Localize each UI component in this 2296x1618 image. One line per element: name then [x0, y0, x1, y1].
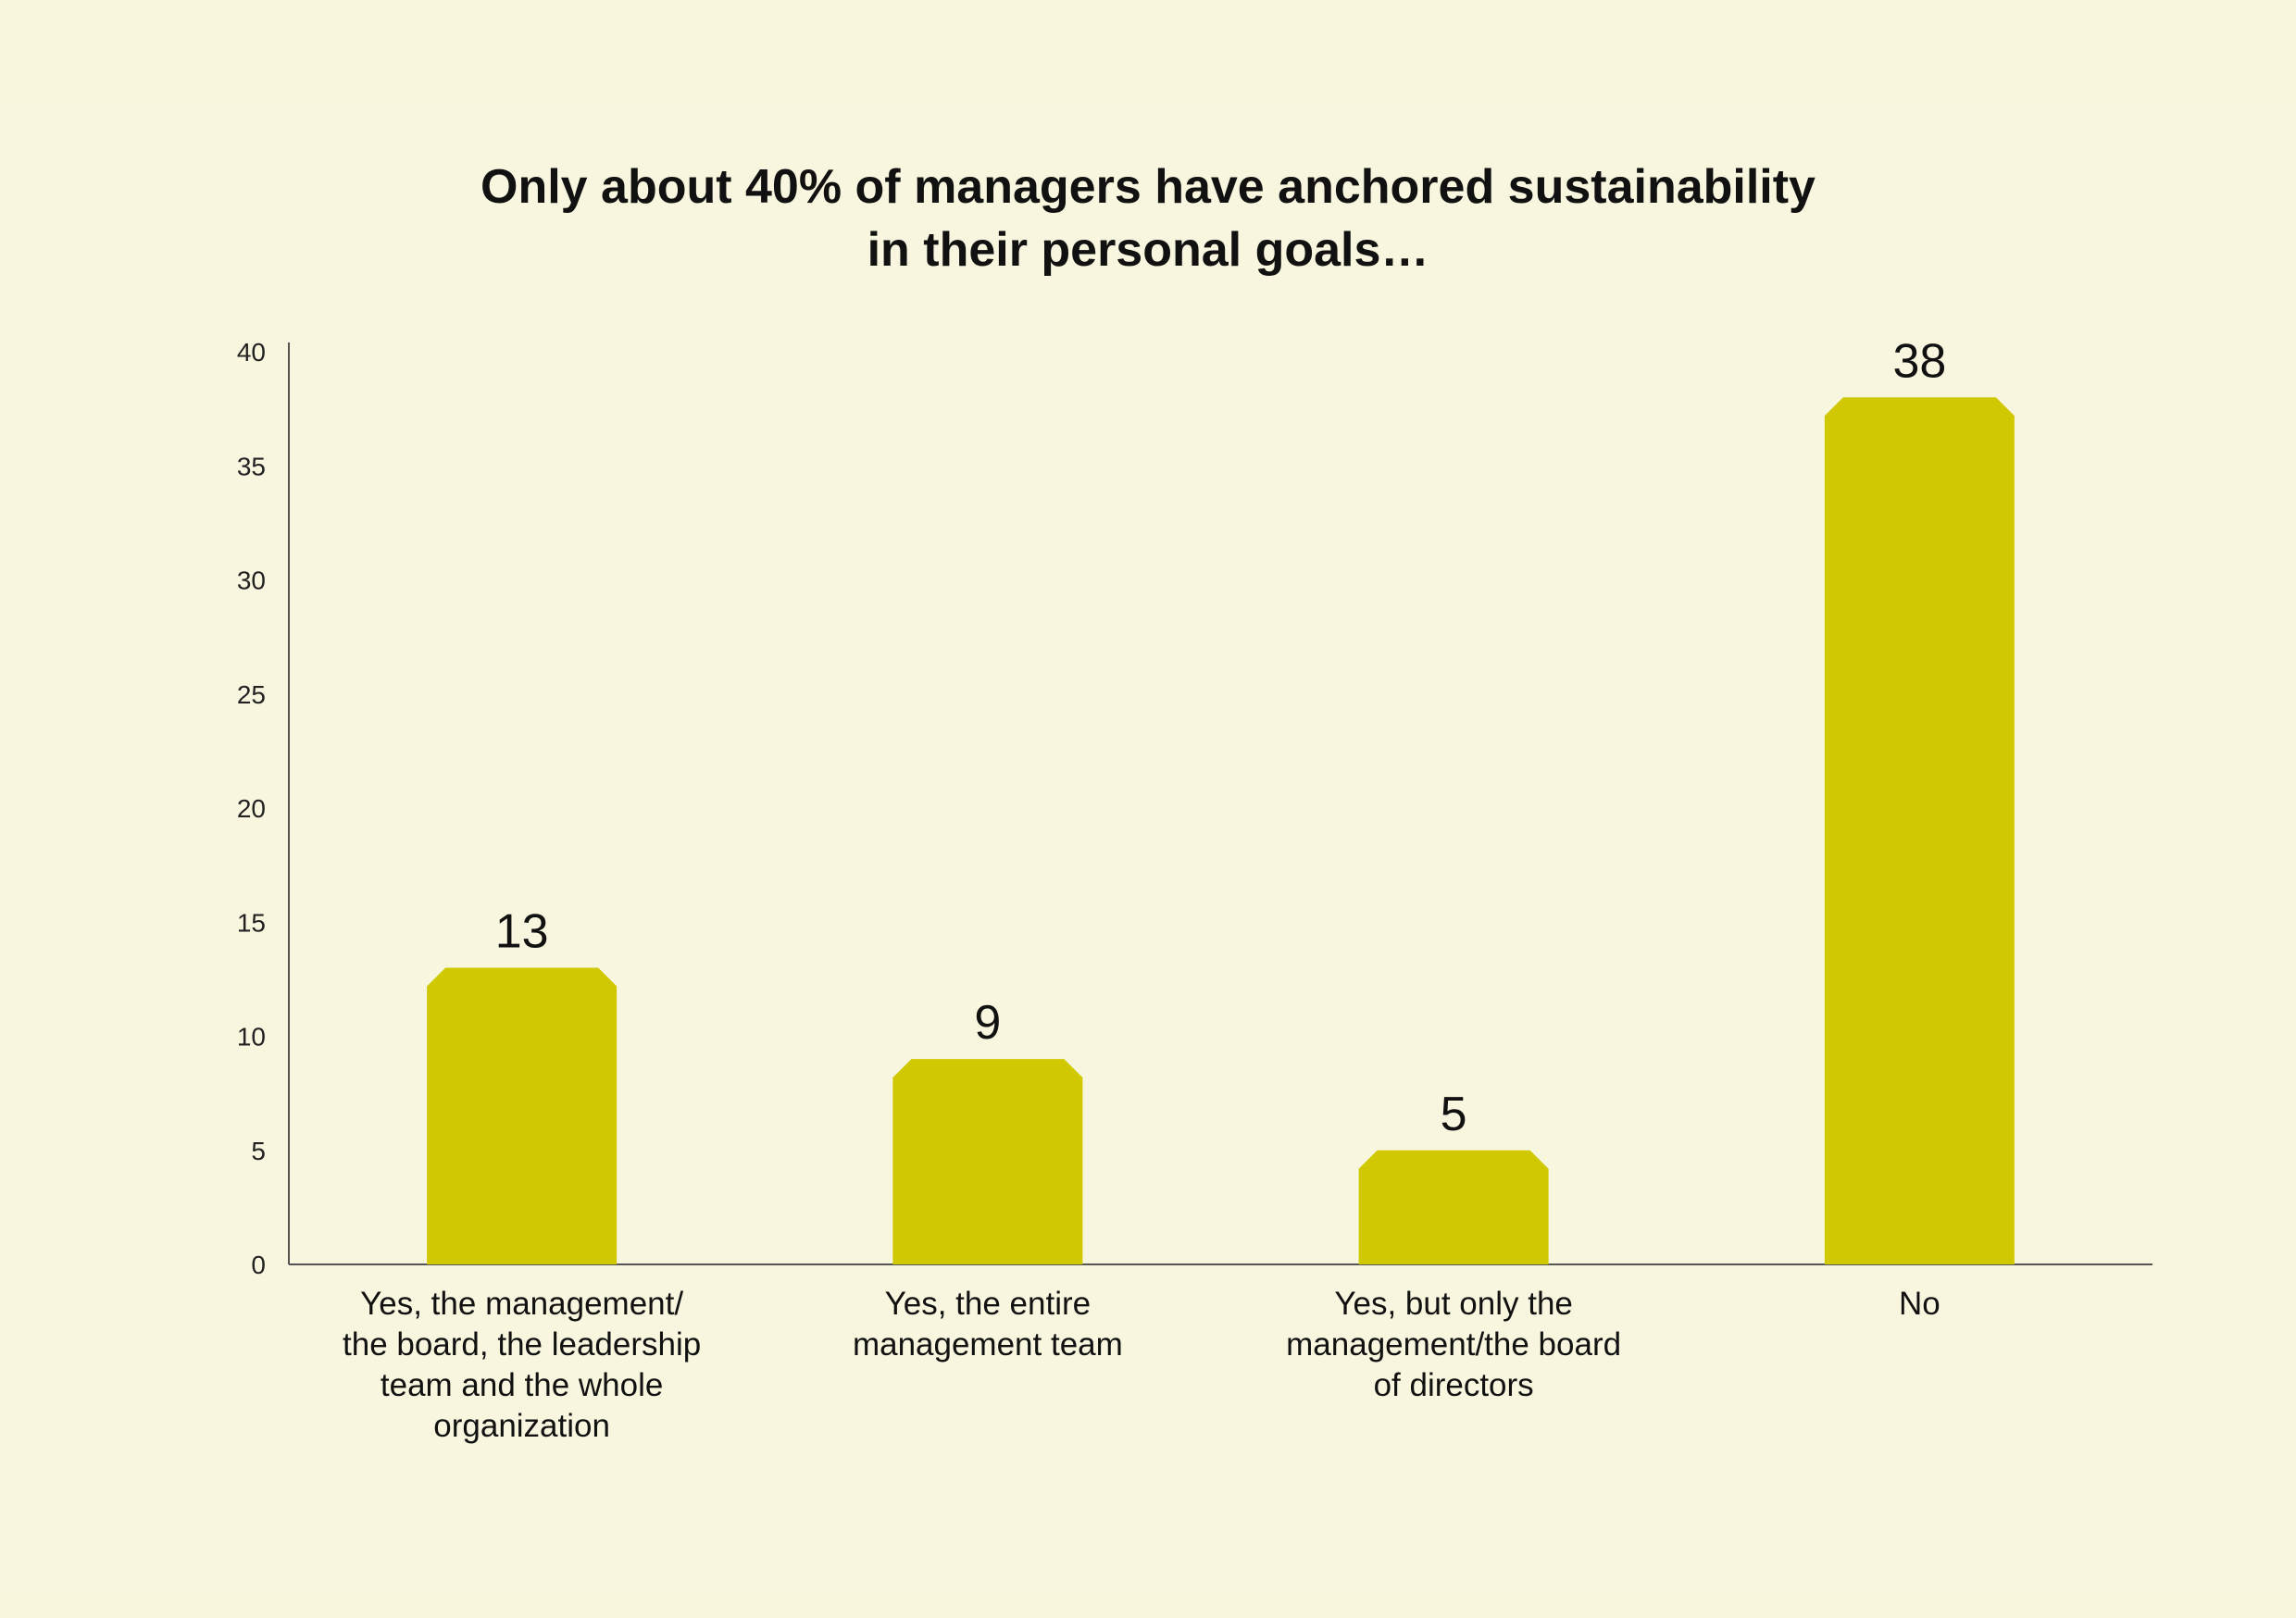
- category-label: No: [1899, 1286, 1940, 1322]
- bars: [427, 397, 2015, 1264]
- category-label-line: management/the board: [1286, 1326, 1621, 1363]
- category-label-line: of directors: [1374, 1367, 1534, 1403]
- bar: [892, 1059, 1083, 1264]
- bar-value-label: 9: [974, 996, 1001, 1050]
- category-label-line: Yes, the entire: [885, 1286, 1091, 1322]
- category-label-line: the board, the leadership: [343, 1326, 701, 1363]
- bar: [1824, 397, 2015, 1264]
- y-tick-label: 0: [251, 1251, 266, 1279]
- y-tick-label: 20: [237, 794, 266, 823]
- y-tick-label: 15: [237, 908, 266, 937]
- bar-value-label: 38: [1892, 334, 1946, 388]
- bar: [1358, 1150, 1549, 1264]
- chart-title: Only about 40% of managers have anchored…: [480, 160, 1816, 277]
- category-label: Yes, the entire management team: [853, 1286, 1123, 1363]
- category-label: Yes, but only the management/the board of …: [1286, 1286, 1621, 1403]
- category-labels: Yes, the management/the board, the leade…: [343, 1286, 1940, 1444]
- category-label-line: organization: [433, 1408, 610, 1444]
- y-tick-label: 10: [237, 1023, 266, 1052]
- bar-value-labels: 13 9 5 38: [495, 334, 1947, 1140]
- bar: [427, 967, 618, 1264]
- bar-value-label: 5: [1441, 1088, 1467, 1141]
- category-label-line: team and the whole: [381, 1367, 663, 1403]
- y-tick-label: 30: [237, 566, 266, 595]
- y-tick-label: 35: [237, 452, 266, 480]
- y-tick-label: 40: [237, 338, 266, 367]
- category-label-line: Yes, but only the: [1334, 1286, 1573, 1322]
- y-tick-label: 25: [237, 680, 266, 709]
- category-label-line: No: [1899, 1286, 1940, 1322]
- y-tick-label: 5: [251, 1137, 266, 1165]
- bar-value-label: 13: [495, 905, 549, 959]
- category-label: Yes, the management/the board, the leade…: [343, 1286, 701, 1444]
- category-label-line: management team: [853, 1326, 1123, 1363]
- category-label-line: Yes, the management/: [360, 1286, 683, 1322]
- y-tick-labels: 0 5 10 15 20 25 30 35 40: [237, 338, 266, 1279]
